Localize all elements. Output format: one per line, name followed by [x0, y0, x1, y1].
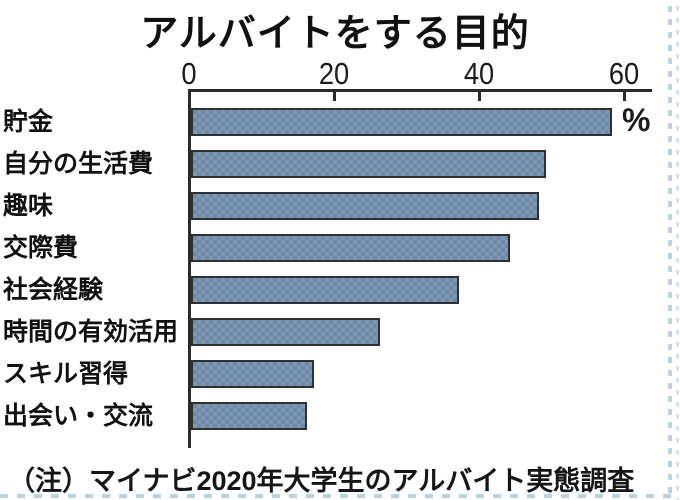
x-tick-label: 40 [463, 56, 495, 91]
x-tick-label: 0 [181, 56, 197, 91]
category-label: 交際費 [3, 234, 79, 262]
category-label: スキル習得 [3, 360, 129, 388]
category-label: 時間の有効活用 [3, 318, 179, 346]
x-tick-mark [623, 92, 626, 101]
unit-label: % [622, 102, 651, 138]
x-tick-label: 60 [608, 56, 640, 91]
category-label: 趣味 [3, 192, 54, 220]
bar [191, 192, 539, 220]
clipped-edge-dots-bottom [0, 494, 680, 498]
bar [191, 402, 307, 430]
bar [191, 318, 380, 346]
bar [191, 360, 314, 388]
clipped-edge-dots-right-outer [676, 6, 679, 500]
x-tick-mark [478, 92, 481, 101]
bar [191, 234, 510, 262]
source-note: （注）マイナビ2020年大学生のアルバイト実態調査 [8, 466, 635, 496]
clipped-edge-dots-right [668, 6, 672, 500]
bar [191, 108, 612, 136]
bar [191, 150, 546, 178]
category-label: 貯金 [3, 108, 54, 136]
x-tick-label: 20 [318, 56, 350, 91]
chart-title: アルバイトをする目的 [140, 13, 530, 55]
y-axis-spine [188, 89, 191, 448]
x-axis-line [189, 89, 652, 92]
category-label: 自分の生活費 [3, 150, 154, 178]
category-label: 出会い・交流 [3, 402, 154, 430]
category-label: 社会経験 [3, 276, 104, 304]
x-tick-mark [333, 92, 336, 101]
bar [191, 276, 459, 304]
